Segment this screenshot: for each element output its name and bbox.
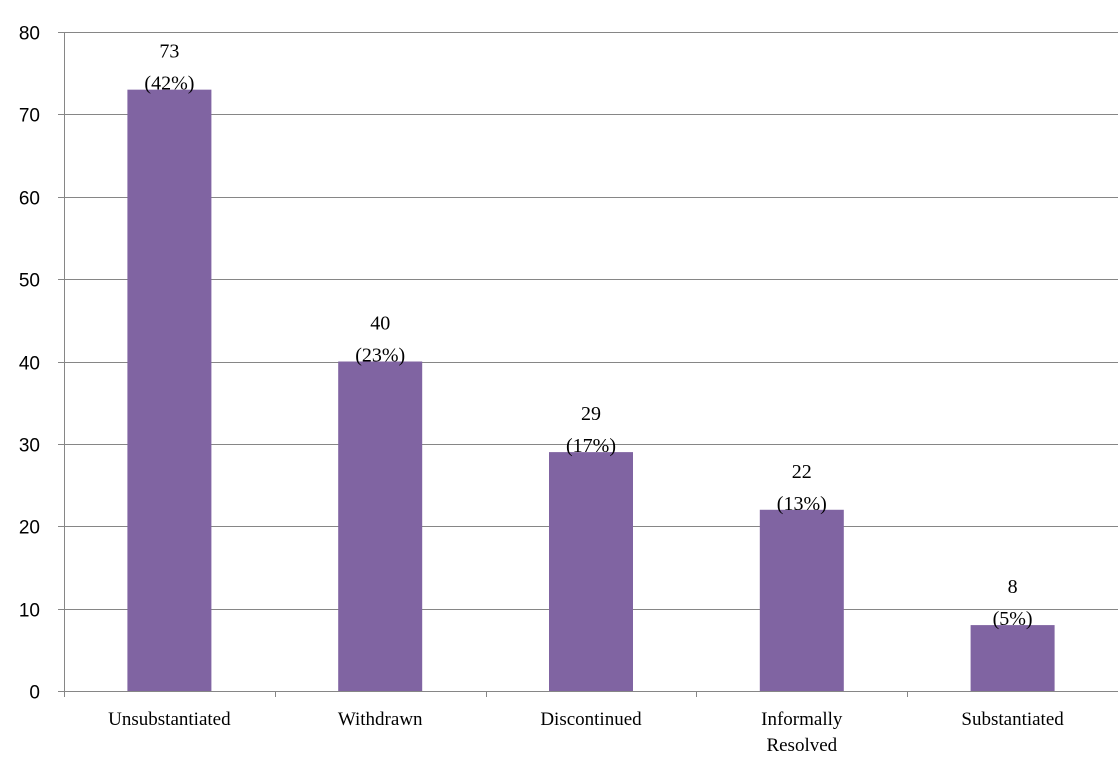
y-axis-ticks: 0 10 20 30 40 50 60 70 80 bbox=[19, 24, 40, 704]
x-tick-label: Informally bbox=[761, 709, 843, 730]
bar bbox=[127, 89, 212, 692]
data-labels: 73 (42%) 40 (23%) 29 (17%) 22 (13%) 8 (5%) bbox=[144, 41, 1032, 630]
y-tick-label: 60 bbox=[19, 189, 40, 210]
data-label: (13%) bbox=[777, 493, 827, 515]
data-label: 29 bbox=[581, 403, 601, 425]
y-tick-label: 20 bbox=[19, 518, 40, 539]
data-label: (17%) bbox=[566, 435, 616, 457]
x-tick-label: Withdrawn bbox=[338, 709, 423, 730]
gridlines bbox=[64, 32, 1118, 610]
x-tick-label: Discontinued bbox=[540, 709, 642, 730]
y-tick-label: 10 bbox=[19, 601, 40, 622]
bars bbox=[127, 89, 1055, 692]
y-tick-label: 40 bbox=[19, 354, 40, 375]
y-tick-label: 30 bbox=[19, 436, 40, 457]
data-label: (42%) bbox=[144, 73, 194, 95]
x-tick-label: Resolved bbox=[766, 735, 837, 756]
y-tick-label: 70 bbox=[19, 106, 40, 127]
y-tick-label: 80 bbox=[19, 24, 40, 45]
y-tick-label: 0 bbox=[29, 683, 40, 704]
data-label: 8 bbox=[1008, 576, 1018, 598]
data-label: 73 bbox=[159, 41, 179, 63]
data-label: 40 bbox=[370, 313, 390, 335]
data-label: (23%) bbox=[355, 345, 405, 367]
bar bbox=[338, 361, 423, 691]
axes bbox=[58, 32, 1118, 697]
bar bbox=[549, 452, 633, 691]
x-tick-label: Substantiated bbox=[961, 709, 1064, 730]
bar bbox=[759, 509, 844, 691]
x-tick-label: Unsubstantiated bbox=[108, 709, 231, 730]
bar bbox=[970, 625, 1055, 691]
x-axis-ticks: Unsubstantiated Withdrawn Discontinued Info… bbox=[108, 709, 1064, 756]
data-label: (5%) bbox=[993, 608, 1033, 630]
data-label: 22 bbox=[792, 461, 812, 483]
y-tick-label: 50 bbox=[19, 271, 40, 292]
